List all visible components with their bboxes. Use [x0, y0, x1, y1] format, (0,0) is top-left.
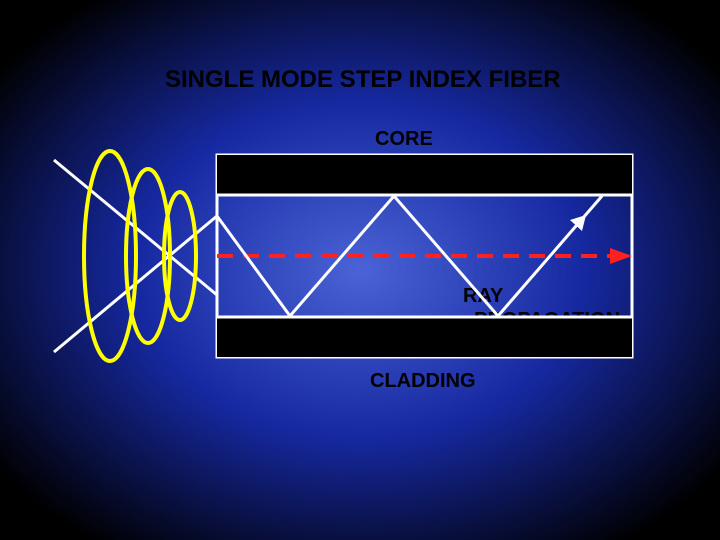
- fiber-diagram: [0, 0, 720, 540]
